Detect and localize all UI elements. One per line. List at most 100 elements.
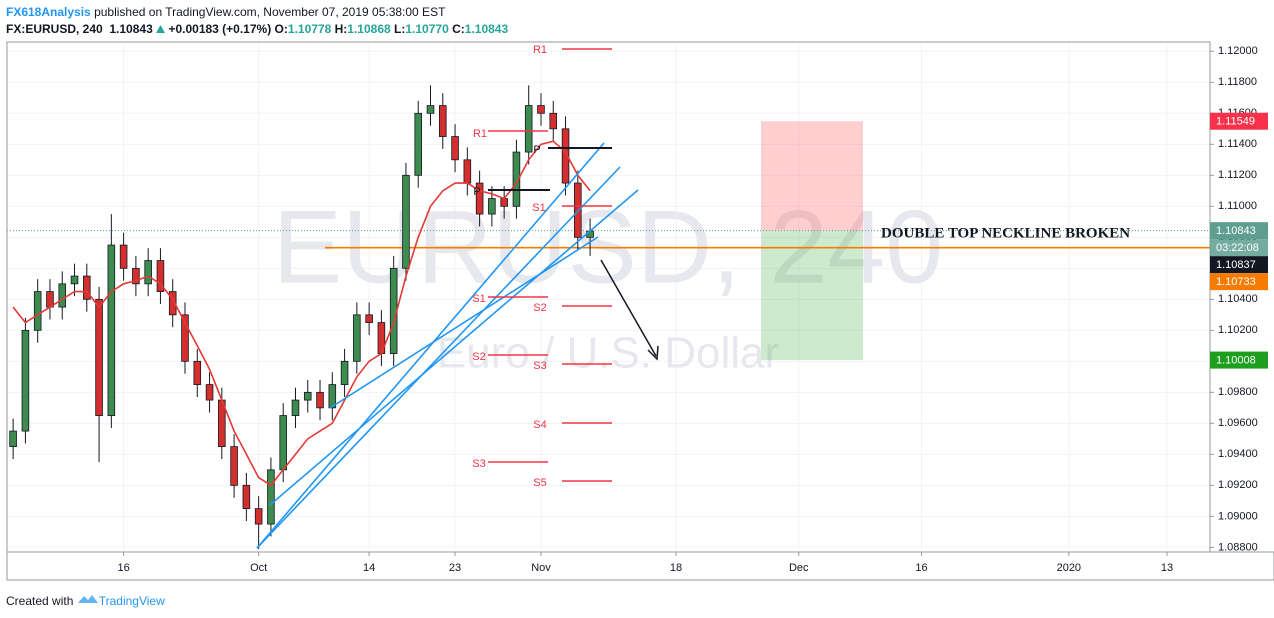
- candle-body: [205, 384, 214, 401]
- c-label: C:: [452, 22, 465, 36]
- pivot-label: S3: [472, 458, 485, 470]
- candle-body: [168, 291, 177, 316]
- candle-body: [426, 105, 435, 114]
- x-tick-label: Nov: [531, 562, 551, 574]
- h-value: 1.10868: [347, 22, 391, 36]
- candle-body: [279, 415, 287, 471]
- stop-zone: [761, 121, 863, 231]
- pivot-label: R1: [533, 44, 547, 56]
- up-triangle: [156, 25, 166, 33]
- pivot-label: S1: [532, 202, 545, 214]
- levels: [7, 230, 1210, 249]
- y-tick-label: 1.11800: [1218, 76, 1257, 88]
- candles: [9, 85, 594, 549]
- price-tag-label: 1.10008: [1216, 354, 1256, 366]
- chart: EURUSD, 240 Euro / U.S. Dollar R1 P S1 S…: [6, 41, 1274, 581]
- candle-body: [83, 275, 91, 300]
- price-tag: [1210, 256, 1268, 274]
- time-axis: [6, 551, 1274, 581]
- x-tick-label: 13: [1161, 562, 1173, 574]
- c-value: 1.10843: [464, 22, 509, 36]
- countdown-tag: [1210, 239, 1268, 257]
- pivot-label: P: [473, 186, 480, 198]
- candle-body: [537, 105, 545, 114]
- candle-body: [9, 430, 17, 447]
- pivot-label: S1: [472, 293, 485, 305]
- moving-average: [12, 140, 591, 487]
- candle-body: [144, 260, 152, 285]
- price-tag: [1210, 273, 1268, 291]
- candle-body: [132, 267, 140, 285]
- pivot-label: S5: [533, 477, 546, 489]
- candle-body: [254, 508, 263, 525]
- target-zone: [761, 230, 863, 361]
- arrow: [600, 259, 657, 357]
- candle-body: [414, 112, 423, 176]
- author[interactable]: FX618Analysis: [6, 5, 91, 19]
- last-price: 1.10843: [109, 22, 153, 36]
- l-label: L:: [394, 22, 406, 36]
- countdown-label: 03:22:08: [1216, 242, 1259, 254]
- pivot-label: S2: [472, 351, 485, 363]
- y-tick-label: 1.09200: [1218, 479, 1258, 491]
- candle-body: [549, 112, 558, 130]
- l-value: 1.10770: [405, 22, 449, 36]
- change: +0.00183 (+0.17%): [168, 22, 272, 36]
- candle-body: [70, 275, 79, 285]
- candle-body: [463, 159, 472, 184]
- y-tick-label: 1.11000: [1218, 200, 1257, 212]
- trend-line: [256, 142, 605, 549]
- price-tag-label: 1.10733: [1216, 276, 1256, 288]
- y-tick-label: 1.10400: [1218, 293, 1258, 305]
- published: published on TradingView.com, November 0…: [94, 5, 446, 19]
- candle-body: [365, 314, 373, 323]
- symbol-line: FX:EURUSD, 240 1.10843 +0.00183 (+0.17%)…: [6, 22, 508, 36]
- publish-line: FX618Analysis published on TradingView.c…: [6, 5, 445, 19]
- pivot-label: S4: [533, 419, 546, 431]
- candle-body: [451, 136, 459, 161]
- pivot-label: S2: [533, 302, 546, 314]
- candle-body: [291, 399, 300, 416]
- x-tick-label: 23: [449, 562, 461, 574]
- candle-body: [156, 260, 165, 292]
- created-with: Created with: [6, 594, 74, 608]
- position-tool: [761, 121, 863, 361]
- price-tag-label: 1.10843: [1216, 225, 1256, 237]
- brand[interactable]: TradingView: [98, 594, 165, 608]
- candle-body: [303, 391, 312, 401]
- x-tick-label: Oct: [250, 562, 267, 574]
- candle-body: [512, 151, 521, 207]
- axes: 1.08800 1.09000 1.09200 1.09400 1.09600 1.098…: [117, 45, 1257, 574]
- candle-body: [33, 291, 42, 331]
- candle-body: [316, 391, 324, 409]
- candle-body: [353, 314, 361, 362]
- y-tick-label: 1.11400: [1218, 138, 1257, 150]
- candle-body: [119, 244, 128, 269]
- x-tick-label: 2020: [1057, 562, 1081, 574]
- price-tag: [1210, 222, 1268, 240]
- o-label: O:: [274, 22, 288, 36]
- y-tick-label: 1.09600: [1218, 417, 1258, 429]
- pivot-label: S3: [533, 360, 546, 372]
- annotation: DOUBLE TOP NECKLINE BROKEN: [881, 225, 1130, 241]
- x-tick-label: 18: [670, 562, 682, 574]
- candle-body: [181, 314, 189, 362]
- candle-body: [402, 174, 410, 269]
- x-tick-label: 16: [915, 562, 927, 574]
- x-tick-label: Dec: [789, 562, 809, 574]
- logo: [77, 595, 98, 603]
- candle-body: [488, 198, 496, 215]
- y-tick-label: 1.09800: [1218, 386, 1258, 398]
- candle-body: [328, 384, 337, 409]
- y-tick-label: 1.09000: [1218, 510, 1258, 522]
- price-tag-label: 1.10837: [1216, 259, 1256, 271]
- y-tick-label: 1.11200: [1218, 169, 1257, 181]
- candle-body: [230, 446, 238, 486]
- h-label: H:: [334, 22, 348, 36]
- candle-body: [439, 105, 447, 137]
- price-tags: 1.11549 1.10843 03:22:08 1.10837 1.10733 1.10…: [1210, 112, 1268, 369]
- arrow-head: [647, 345, 659, 361]
- candle-body: [193, 360, 202, 385]
- pivot-labels: R1 P S1 S2 S3 S4 S5 R1 P S1 S2 S3: [472, 44, 547, 489]
